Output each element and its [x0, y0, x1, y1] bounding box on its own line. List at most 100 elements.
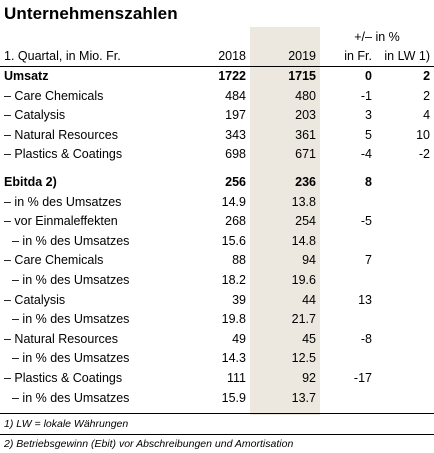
table-row: Ebitda 2) 256 236 8 [0, 173, 434, 193]
table-bottom-rule [0, 413, 434, 414]
year-2018-header: 2018 [185, 46, 250, 67]
row-label: – vor Einmaleffekten [4, 214, 118, 229]
change-lw [376, 193, 434, 213]
value-2018: 15.9 [221, 390, 246, 405]
change-lw [376, 369, 434, 389]
value-2019: 12.5 [291, 351, 316, 366]
value-2018: 698 [225, 147, 246, 162]
table-row: – in % des Umsatzes 15.9 13.7 [0, 389, 434, 409]
row-label: – Natural Resources [4, 331, 118, 346]
change-fr [320, 193, 376, 213]
value-2018: 14.3 [221, 351, 246, 366]
change-lw [376, 232, 434, 252]
row-label: – in % des Umsatzes [12, 390, 130, 405]
table-body: Umsatz 1722 1715 0 2– Care Chemicals 484 480 -1… [0, 65, 434, 409]
row-label: – in % des Umsatzes [12, 312, 130, 327]
year-2019-header: 2019 [250, 46, 320, 67]
row-label: – in % des Umsatzes [12, 233, 130, 248]
change-lw [376, 173, 434, 193]
footnote-1: 1) LW = lokale Währungen [4, 418, 129, 430]
table-row: – in % des Umsatzes 14.3 12.5 [0, 349, 434, 369]
value-2018: 18.2 [221, 272, 246, 287]
header-row-top: +/– in % [0, 28, 434, 46]
value-2019: 671 [295, 147, 316, 162]
row-label: – Natural Resources [4, 127, 118, 142]
table-row: – in % des Umsatzes 14.9 13.8 [0, 193, 434, 213]
value-2019: 21.7 [291, 312, 316, 327]
value-2018: 484 [225, 88, 246, 103]
highlight-column-2019 [250, 27, 320, 415]
unit-label: 1. Quartal, in Mio. Fr. [0, 46, 185, 67]
value-2018: 343 [225, 127, 246, 142]
change-lw: 4 [423, 108, 431, 123]
value-2018: 49 [232, 331, 246, 346]
change-fr [320, 389, 376, 409]
change-lw [376, 349, 434, 369]
change-lw [376, 389, 434, 409]
change-fr: -1 [360, 88, 372, 103]
value-2018: 197 [225, 108, 246, 123]
change-fr: 13 [358, 292, 372, 307]
change-lw [376, 291, 434, 311]
value-2019: 92 [302, 370, 316, 385]
table-row: – Catalysis 39 44 13 [0, 291, 434, 311]
value-2018: 39 [232, 292, 246, 307]
value-2019: 44 [302, 292, 316, 307]
table-row: – vor Einmaleffekten 268 254 -5 [0, 212, 434, 232]
change-lw [376, 330, 434, 350]
value-2019: 1715 [250, 65, 320, 87]
change-fr: -8 [360, 331, 372, 346]
page-title: Unternehmenszahlen [4, 4, 178, 23]
value-2019: 480 [295, 88, 316, 103]
change-fr: 3 [365, 108, 372, 123]
value-2018: 15.6 [221, 233, 246, 248]
value-2019: 13.8 [291, 194, 316, 209]
change-lw [376, 251, 434, 271]
value-2019: 14.8 [291, 233, 316, 248]
change-lw-header: in LW 1) [376, 46, 434, 67]
value-2019: 94 [302, 253, 316, 268]
table-row: – Care Chemicals 484 480 -1 2 [0, 87, 434, 107]
change-fr: 8 [365, 174, 372, 189]
row-gap [0, 165, 434, 173]
row-label: – Care Chemicals [4, 253, 104, 268]
value-2018: 19.8 [221, 312, 246, 327]
row-label: – in % des Umsatzes [12, 272, 130, 287]
value-2018: 111 [226, 370, 246, 385]
change-fr: -5 [360, 214, 372, 229]
table-row: – Plastics & Coatings 111 92 -17 [0, 369, 434, 389]
change-lw [376, 271, 434, 291]
table-row: Umsatz 1722 1715 0 2 [0, 65, 434, 87]
change-fr: 5 [365, 127, 372, 142]
value-2019: 19.6 [291, 272, 316, 287]
change-lw: 2 [423, 88, 431, 103]
change-fr: 7 [365, 253, 372, 268]
change-fr [320, 349, 376, 369]
table-row: – Natural Resources 49 45 -8 [0, 330, 434, 350]
row-label: Umsatz [0, 65, 185, 87]
table-row: – in % des Umsatzes 19.8 21.7 [0, 310, 434, 330]
row-label: – Catalysis [4, 108, 66, 123]
row-label: – Plastics & Coatings [4, 147, 123, 162]
row-label: – Plastics & Coatings [4, 370, 123, 385]
value-2019: 203 [295, 108, 316, 123]
change-fr: -17 [353, 370, 372, 385]
value-2019: 361 [295, 127, 316, 142]
figures-table: +/– in % 1. Quartal, in Mio. Fr. 2018 20… [0, 28, 434, 408]
value-2018: 268 [225, 214, 246, 229]
change-header: +/– in % [354, 30, 400, 44]
change-lw: -2 [418, 147, 431, 162]
value-2018: 1722 [185, 65, 250, 87]
change-lw [376, 212, 434, 232]
footnote-divider [0, 434, 434, 435]
table-row: – in % des Umsatzes 18.2 19.6 [0, 271, 434, 291]
change-fr: 0 [320, 65, 376, 87]
value-2019: 236 [295, 174, 316, 189]
value-2018: 88 [232, 253, 246, 268]
change-lw [376, 310, 434, 330]
table-row: – in % des Umsatzes 15.6 14.8 [0, 232, 434, 252]
row-label: – Care Chemicals [4, 88, 104, 103]
change-fr [320, 271, 376, 291]
table-row: – Catalysis 197 203 3 4 [0, 106, 434, 126]
